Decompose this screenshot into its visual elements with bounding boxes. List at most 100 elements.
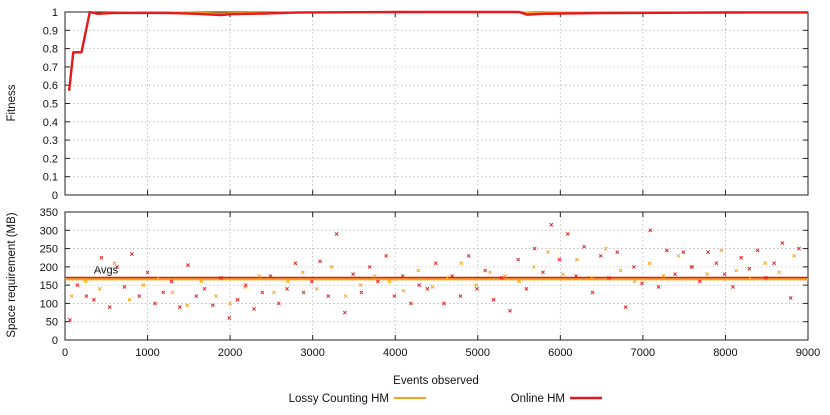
space-point-1-89	[797, 246, 801, 251]
space-point-1-56	[524, 286, 529, 291]
space-point-0-0	[69, 294, 74, 299]
space-point-0-41	[661, 274, 666, 278]
space-point-0-21	[372, 274, 377, 278]
space-ytick-label-0: 0	[52, 335, 58, 347]
space-point-0-7	[170, 290, 175, 295]
space-point-0-45	[719, 248, 724, 253]
space-point-0-24	[416, 268, 421, 273]
space-point-1-85	[763, 275, 768, 280]
space-point-1-83	[747, 266, 752, 271]
space-point-1-13	[169, 279, 174, 284]
space-point-1-61	[565, 232, 570, 236]
space-xtick-label-8: 8000	[713, 347, 737, 359]
space-point-1-52	[491, 297, 496, 302]
fitness-ytick-label-1: 0.1	[43, 172, 58, 184]
fitness-ytick-label-2: 0.2	[43, 153, 58, 165]
space-point-1-51	[483, 268, 488, 273]
space-xtick-label-3: 3000	[300, 347, 324, 359]
space-xtick-label-6: 6000	[548, 347, 572, 359]
space-point-0-26	[445, 275, 450, 280]
space-point-0-13	[257, 274, 261, 278]
space-point-1-10	[145, 270, 150, 275]
space-point-1-59	[549, 222, 554, 227]
space-point-0-43	[690, 264, 695, 269]
space-point-1-74	[673, 272, 678, 277]
space-point-1-3	[91, 297, 96, 302]
space-point-1-1	[75, 283, 80, 288]
space-point-0-39	[632, 279, 637, 284]
space-ytick-label-6: 300	[40, 225, 58, 237]
space-point-0-28	[474, 283, 479, 288]
legend-label-online: Online HM	[511, 393, 565, 405]
space-point-1-20	[227, 316, 232, 320]
avgs-annotation: Avgs	[94, 264, 119, 276]
space-xtick-label-1: 1000	[135, 347, 159, 359]
space-point-0-4	[127, 297, 132, 302]
space-point-0-11	[228, 301, 233, 306]
space-point-1-68	[623, 305, 628, 310]
fitness-ytick-label-6: 0.6	[43, 80, 58, 92]
space-point-1-40	[392, 294, 397, 299]
space-point-1-32	[326, 294, 331, 299]
space-point-0-1	[83, 279, 88, 284]
space-point-0-10	[214, 294, 218, 299]
space-point-0-33	[546, 250, 550, 255]
space-point-0-2	[97, 286, 102, 291]
space-point-1-28	[293, 261, 298, 266]
space-point-0-3	[112, 261, 117, 266]
space-point-1-15	[186, 263, 190, 267]
space-point-0-9	[199, 279, 204, 284]
space-point-1-75	[681, 250, 686, 255]
fitness-ytick-label-8: 0.8	[43, 44, 58, 56]
space-point-1-24	[260, 290, 265, 295]
space-point-1-82	[739, 255, 744, 260]
fitness-ytick-label-4: 0.4	[43, 117, 58, 129]
space-point-1-44	[425, 286, 430, 291]
space-point-1-14	[177, 305, 182, 310]
space-point-0-14	[271, 290, 276, 295]
space-point-1-49	[466, 253, 471, 258]
space-ytick-label-7: 350	[40, 207, 58, 219]
space-point-1-30	[309, 279, 314, 284]
space-point-1-16	[194, 294, 199, 299]
space-point-1-34	[342, 310, 347, 315]
space-point-1-73	[664, 248, 669, 253]
space-point-0-23	[401, 288, 406, 293]
space-point-1-70	[640, 281, 644, 286]
space-point-1-84	[755, 248, 760, 253]
space-point-1-11	[153, 301, 157, 306]
space-point-1-23	[252, 306, 256, 311]
space-xtick-label-5: 5000	[466, 347, 490, 359]
space-xtick-label-7: 7000	[631, 347, 655, 359]
fitness-ytick-label-10: 1	[52, 7, 58, 19]
space-point-1-55	[516, 257, 521, 262]
space-point-1-18	[210, 303, 215, 308]
space-point-1-80	[722, 272, 727, 277]
space-point-1-69	[631, 264, 636, 269]
space-point-0-19	[343, 294, 348, 299]
space-point-1-8	[129, 252, 134, 256]
space-point-1-54	[508, 308, 512, 313]
space-point-1-67	[615, 250, 620, 255]
space-point-1-5	[107, 305, 112, 310]
space-point-0-27	[459, 261, 464, 266]
space-point-1-41	[400, 274, 405, 278]
space-point-1-72	[656, 285, 661, 289]
space-point-1-86	[772, 261, 777, 266]
space-point-1-57	[532, 246, 537, 251]
space-point-1-2	[84, 294, 89, 299]
space-point-1-50	[475, 286, 479, 291]
legend: Lossy Counting HM Online HM	[289, 393, 602, 405]
space-ytick-label-2: 100	[40, 298, 58, 310]
space-point-0-30	[503, 274, 507, 278]
space-point-0-25	[430, 285, 435, 289]
space-ytick-label-3: 150	[40, 280, 58, 292]
space-point-0-49	[777, 270, 782, 275]
space-xlabel: Events observed	[393, 375, 479, 387]
space-point-1-21	[235, 297, 240, 302]
fitness-ytick-label-3: 0.3	[43, 135, 58, 147]
space-ylabel: Space requirement (MB)	[6, 212, 18, 337]
space-point-1-12	[161, 290, 166, 295]
fitness-ytick-label-9: 0.9	[43, 25, 58, 37]
space-point-1-9	[137, 294, 142, 299]
